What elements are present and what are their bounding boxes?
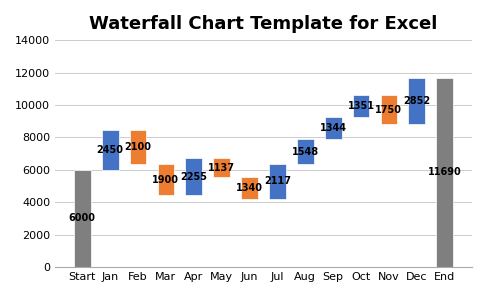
Text: 6000: 6000 bbox=[69, 214, 96, 223]
Text: 2117: 2117 bbox=[264, 176, 291, 187]
Bar bbox=[186, 158, 202, 195]
Text: 1340: 1340 bbox=[236, 183, 263, 193]
Bar bbox=[130, 130, 147, 164]
Text: 1750: 1750 bbox=[375, 105, 402, 115]
Bar bbox=[325, 117, 341, 139]
Text: 1344: 1344 bbox=[319, 123, 347, 133]
Text: 2852: 2852 bbox=[403, 96, 431, 106]
Text: 1137: 1137 bbox=[208, 163, 235, 173]
Text: 2450: 2450 bbox=[97, 145, 124, 155]
Bar bbox=[74, 170, 91, 267]
Text: 11690: 11690 bbox=[428, 167, 462, 177]
Bar bbox=[158, 164, 174, 195]
Text: 1351: 1351 bbox=[348, 101, 375, 111]
Bar bbox=[269, 164, 286, 199]
Text: 1548: 1548 bbox=[292, 147, 319, 157]
Bar bbox=[297, 139, 314, 164]
Title: Waterfall Chart Template for Excel: Waterfall Chart Template for Excel bbox=[89, 15, 438, 33]
Text: 2100: 2100 bbox=[125, 142, 151, 152]
Bar bbox=[353, 95, 370, 117]
Bar bbox=[380, 95, 397, 124]
Text: 2255: 2255 bbox=[180, 172, 207, 182]
Bar bbox=[102, 130, 118, 170]
Bar bbox=[409, 78, 425, 124]
Bar bbox=[213, 158, 230, 177]
Bar bbox=[436, 78, 453, 267]
Bar bbox=[241, 177, 258, 199]
Text: 1900: 1900 bbox=[152, 175, 179, 184]
